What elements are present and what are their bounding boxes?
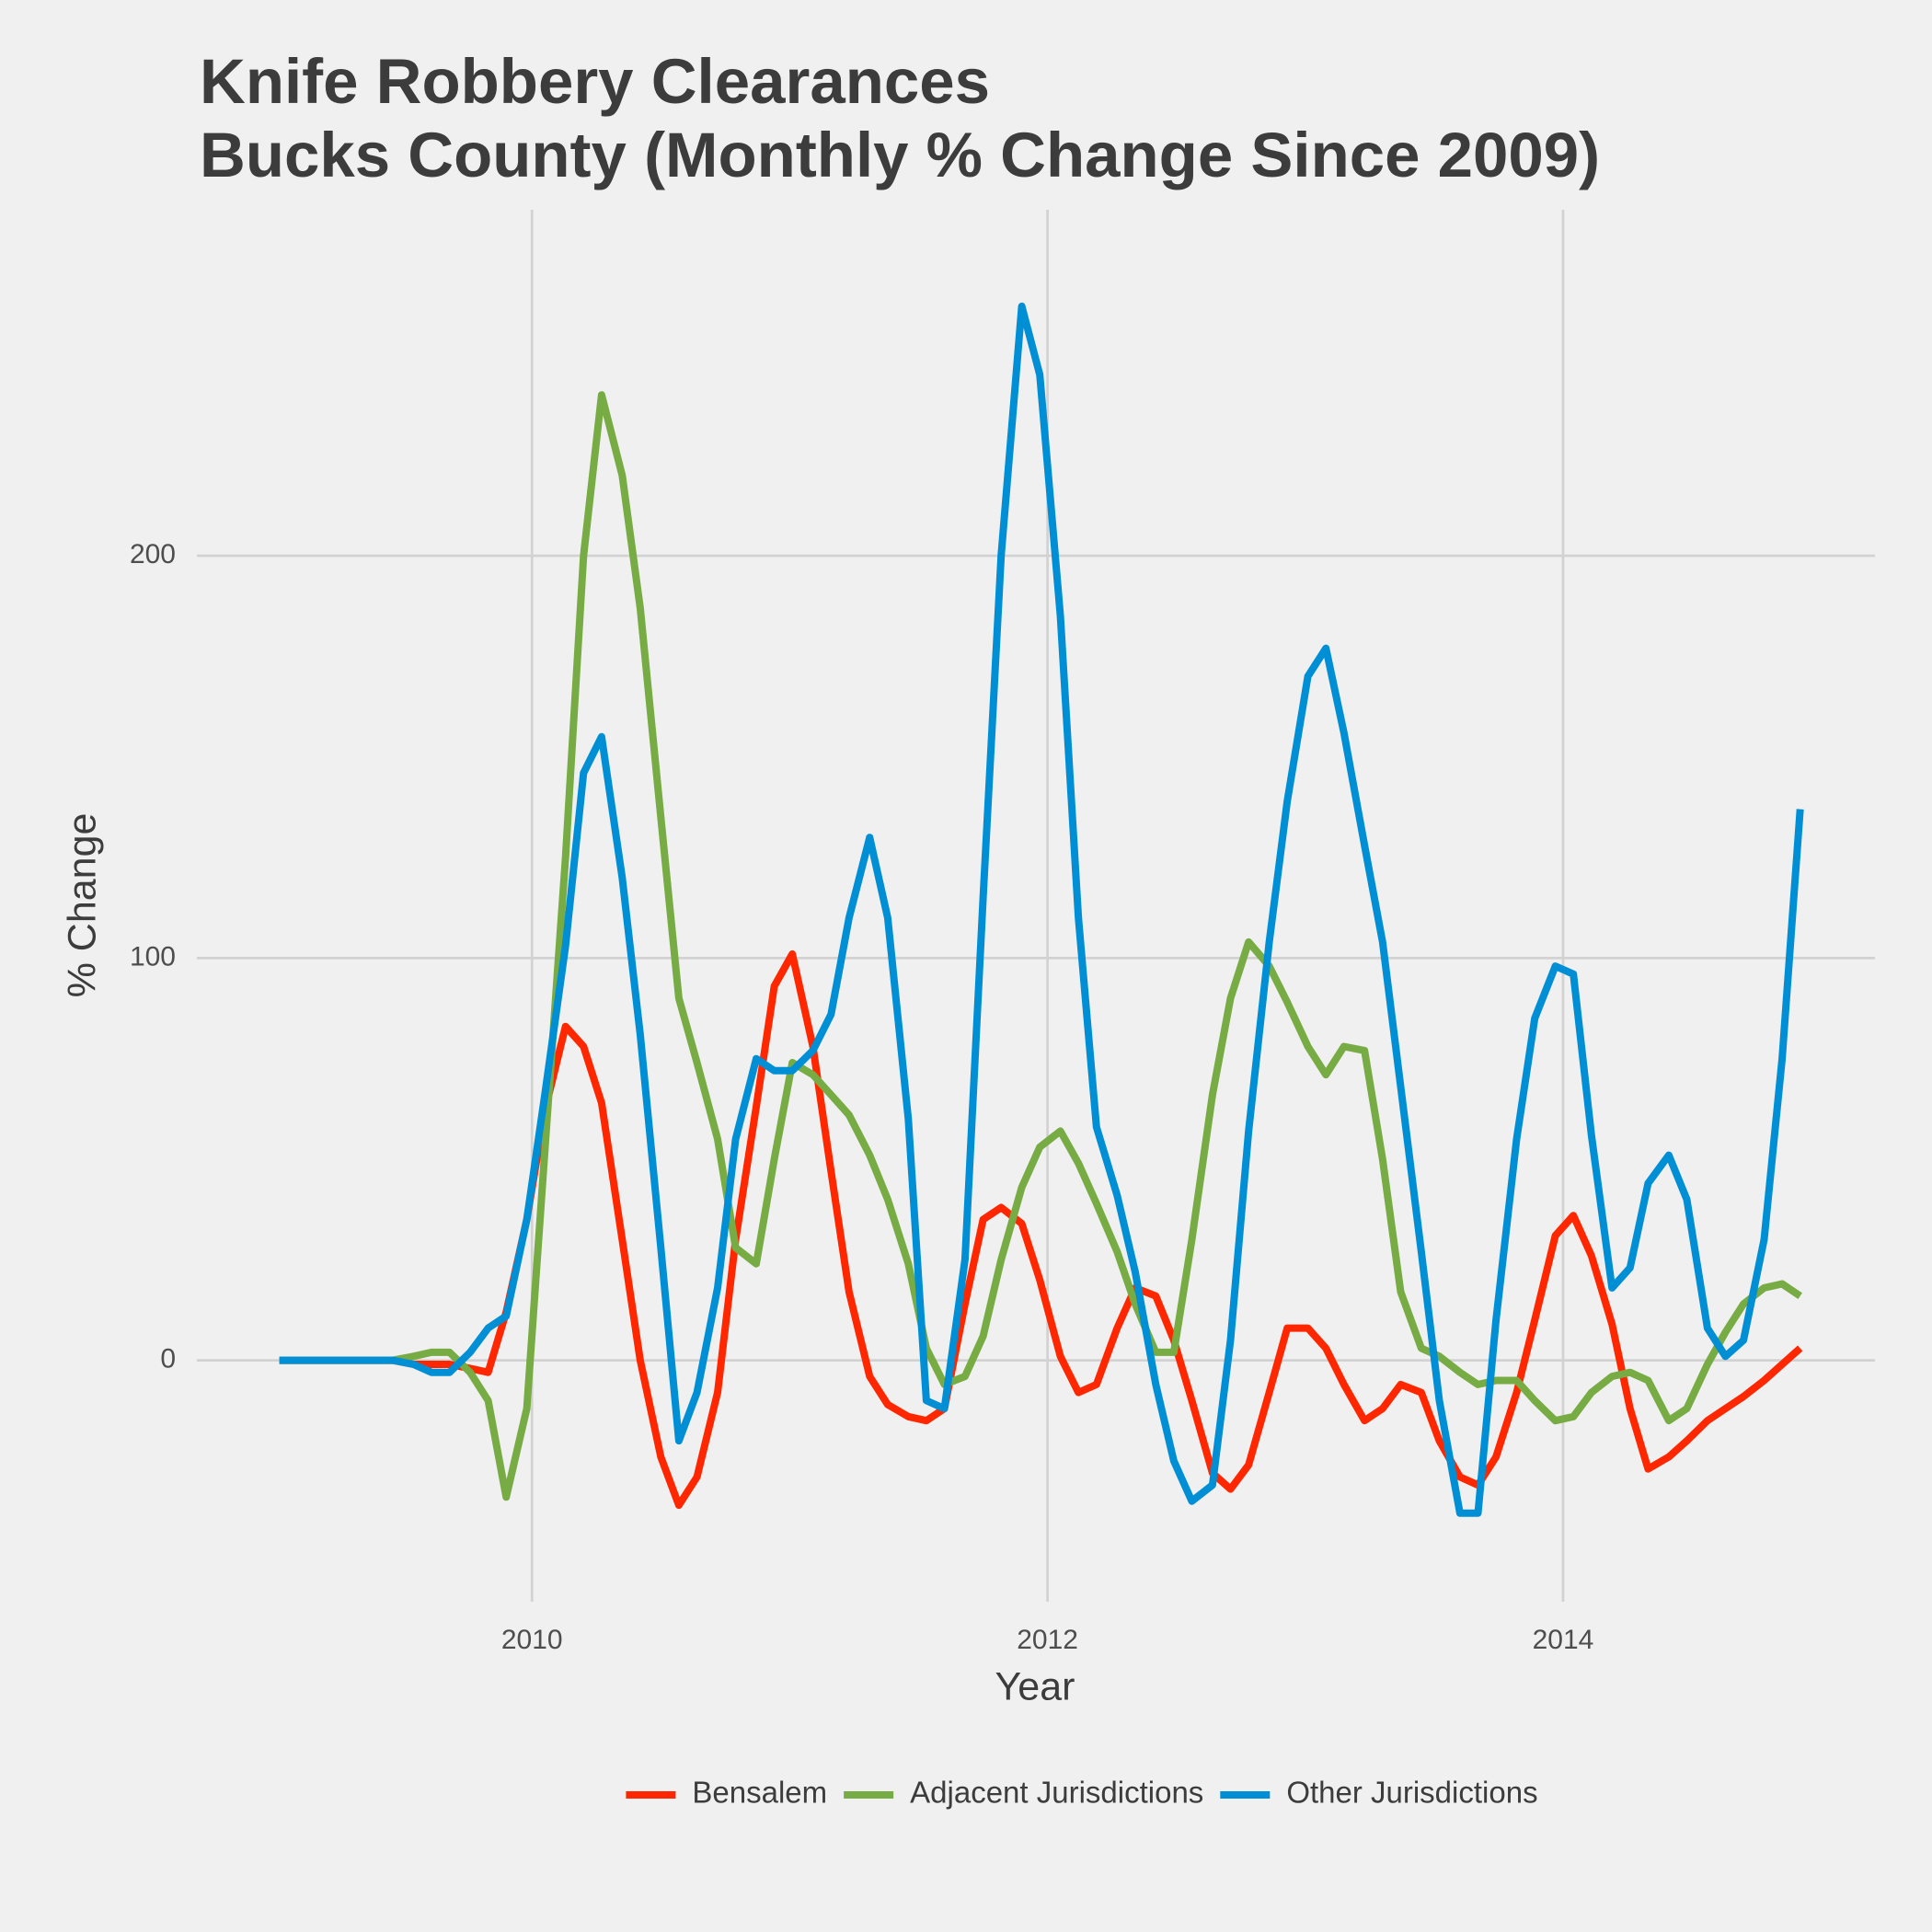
x-axis-title: Year: [995, 1664, 1075, 1708]
legend: Bensalem Adjacent Jurisdictions Other Juri…: [626, 1776, 1538, 1810]
series-line: [279, 302, 1804, 1517]
y-tick-label: 100: [130, 941, 176, 972]
plot-lines: [279, 302, 1804, 1517]
series-line: [279, 391, 1802, 1501]
y-axis-title: % Change: [60, 813, 104, 998]
y-tick-label: 0: [160, 1344, 176, 1374]
legend-label: Bensalem: [692, 1776, 827, 1810]
x-tick-label: 2014: [1533, 1625, 1594, 1655]
legend-label: Other Jurisdictions: [1286, 1776, 1537, 1810]
chart-title: Knife Robbery Clearances: [200, 46, 990, 117]
x-tick-label: 2012: [1017, 1625, 1078, 1655]
chart-title: Bucks County (Monthly % Change Since 200…: [200, 120, 1600, 190]
legend-label: Adjacent Jurisdictions: [910, 1776, 1203, 1810]
x-tick-label: 2010: [501, 1625, 563, 1655]
y-tick-label: 200: [130, 539, 176, 569]
